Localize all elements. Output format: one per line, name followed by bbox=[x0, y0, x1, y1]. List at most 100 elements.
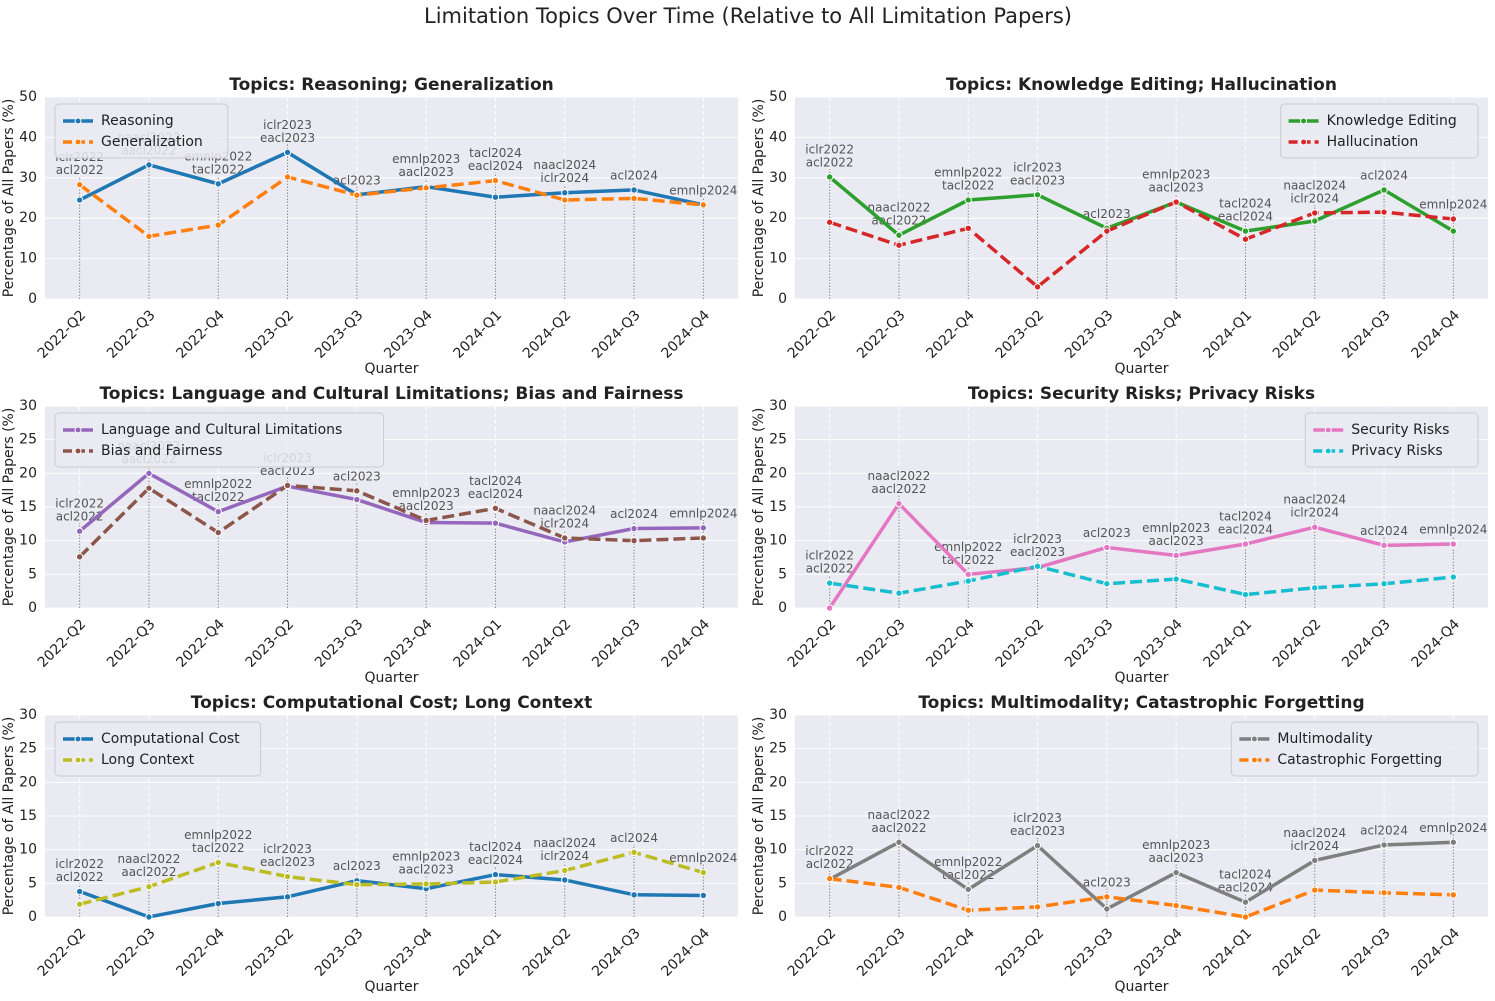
marker bbox=[1103, 227, 1111, 235]
annotation: iclr2022 bbox=[55, 497, 104, 511]
marker bbox=[75, 180, 84, 189]
x-tick-label: 2024-Q4 bbox=[658, 307, 713, 362]
legend-label: Long Context bbox=[101, 752, 195, 768]
marker bbox=[1311, 584, 1319, 592]
chart-title: Topics: Multimodality; Catastrophic Forg… bbox=[918, 693, 1364, 713]
y-tick-label: 10 bbox=[769, 842, 787, 858]
marker bbox=[75, 196, 84, 204]
annotation: eacl2023 bbox=[1010, 824, 1065, 838]
marker bbox=[1241, 590, 1250, 599]
marker bbox=[1380, 541, 1388, 550]
marker bbox=[1449, 540, 1458, 548]
chart-title: Topics: Computational Cost; Long Context bbox=[191, 693, 592, 713]
annotation: emnlp2022 bbox=[184, 828, 252, 842]
annotation: emnlp2023 bbox=[1142, 521, 1210, 535]
line bbox=[829, 200, 1454, 290]
y-tick-label: 50 bbox=[769, 89, 787, 105]
marker bbox=[630, 536, 638, 545]
marker bbox=[422, 516, 430, 525]
annotation: eacl2023 bbox=[260, 131, 315, 145]
marker bbox=[283, 872, 292, 881]
marker bbox=[699, 524, 708, 532]
x-tick-label: 2023-Q3 bbox=[1062, 925, 1117, 980]
x-tick-label: 2024-Q2 bbox=[520, 307, 575, 362]
y-tick-label: 40 bbox=[19, 129, 37, 145]
y-axis-label: Percentage of All Papers (%) bbox=[1, 99, 17, 298]
annotation: tacl2022 bbox=[192, 162, 245, 176]
annotation: eacl2024 bbox=[1218, 523, 1273, 537]
legend-marker bbox=[1300, 138, 1308, 146]
x-tick-label: 2022-Q4 bbox=[923, 307, 978, 362]
marker bbox=[283, 148, 292, 157]
y-tick-label: 15 bbox=[19, 808, 37, 824]
x-tick-label: 2022-Q3 bbox=[104, 616, 159, 671]
y-tick-label: 10 bbox=[19, 251, 37, 267]
marker bbox=[491, 870, 500, 879]
marker bbox=[491, 519, 500, 527]
marker bbox=[214, 508, 222, 516]
x-tick-label: 2023-Q2 bbox=[243, 925, 298, 980]
x-tick-label: 2023-Q4 bbox=[1131, 925, 1186, 980]
y-tick-label: 15 bbox=[19, 499, 37, 515]
y-tick-label: 30 bbox=[19, 398, 37, 414]
annotation: tacl2024 bbox=[1219, 510, 1272, 524]
y-tick-label: 5 bbox=[28, 566, 37, 582]
marker bbox=[1449, 227, 1458, 235]
marker bbox=[1241, 227, 1250, 235]
marker bbox=[630, 186, 638, 194]
marker bbox=[561, 196, 569, 204]
x-tick-label: 2023-Q3 bbox=[312, 307, 367, 362]
annotation: eacl2023 bbox=[1010, 173, 1065, 187]
x-tick-label: 2024-Q3 bbox=[1339, 307, 1394, 362]
marker bbox=[1311, 217, 1319, 225]
x-tick-label: 2024-Q4 bbox=[1408, 616, 1463, 671]
marker bbox=[964, 885, 972, 894]
x-tick-label: 2023-Q4 bbox=[381, 616, 436, 671]
y-tick-label: 10 bbox=[769, 533, 787, 549]
y-tick-label: 20 bbox=[19, 774, 37, 790]
marker bbox=[1103, 905, 1111, 913]
annotation: tacl2024 bbox=[1219, 868, 1272, 882]
x-tick-label: 2022-Q2 bbox=[785, 616, 840, 671]
annotation: eacl2024 bbox=[468, 487, 523, 501]
x-tick-label: 2023-Q2 bbox=[243, 307, 298, 362]
legend-marker bbox=[74, 735, 82, 743]
legend-label: Language and Cultural Limitations bbox=[101, 422, 342, 438]
y-axis-label: Percentage of All Papers (%) bbox=[1, 717, 17, 916]
y-tick-label: 0 bbox=[28, 291, 37, 307]
legend-marker bbox=[1324, 426, 1332, 434]
marker bbox=[1380, 580, 1388, 588]
annotation: emnlp2022 bbox=[934, 540, 1002, 554]
y-tick-label: 0 bbox=[28, 600, 37, 616]
x-tick-label: 2023-Q2 bbox=[993, 616, 1048, 671]
annotation: emnlp2024 bbox=[669, 183, 737, 197]
annotation: tacl2024 bbox=[469, 146, 522, 160]
legend-marker bbox=[74, 117, 82, 125]
marker bbox=[1033, 841, 1042, 850]
annotation: iclr2024 bbox=[540, 171, 589, 185]
legend-marker bbox=[74, 447, 82, 455]
marker bbox=[561, 866, 569, 875]
line bbox=[828, 500, 1454, 609]
line bbox=[78, 175, 704, 239]
annotation: iclr2023 bbox=[1013, 811, 1062, 825]
annotation: acl2024 bbox=[1360, 524, 1408, 538]
x-tick-label: 2024-Q1 bbox=[451, 616, 506, 671]
legend-label: Hallucination bbox=[1327, 134, 1419, 150]
annotation: acl2022 bbox=[806, 857, 854, 871]
annotation: acl2023 bbox=[1083, 526, 1131, 540]
marker bbox=[964, 570, 972, 579]
marker bbox=[491, 176, 500, 185]
x-tick-label: 2022-Q2 bbox=[35, 616, 90, 671]
marker bbox=[699, 868, 708, 877]
x-tick-label: 2024-Q4 bbox=[1408, 307, 1463, 362]
annotation: emnlp2022 bbox=[934, 166, 1002, 180]
annotation: iclr2022 bbox=[55, 857, 104, 871]
annotation: iclr2022 bbox=[805, 844, 854, 858]
marker bbox=[491, 504, 500, 513]
annotation: emnlp2024 bbox=[1419, 198, 1487, 212]
marker bbox=[699, 201, 708, 209]
legend-label: Catastrophic Forgetting bbox=[1277, 752, 1442, 768]
marker bbox=[145, 484, 153, 492]
annotation: tacl2024 bbox=[1219, 197, 1272, 211]
